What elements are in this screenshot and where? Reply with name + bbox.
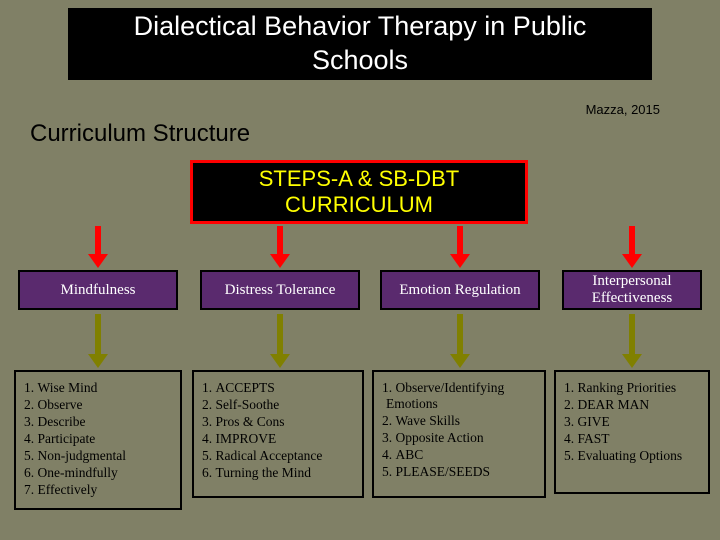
module-box-2: Emotion Regulation bbox=[380, 270, 540, 310]
item-list: ACCEPTSSelf-SoothePros & ConsIMPROVERadi… bbox=[200, 380, 356, 481]
list-box-0: Wise MindObserveDescribeParticipateNon-j… bbox=[14, 370, 182, 510]
item-list: Wise MindObserveDescribeParticipateNon-j… bbox=[22, 380, 174, 498]
list-box-3: Ranking PrioritiesDEAR MANGIVEFASTEvalua… bbox=[554, 370, 710, 494]
list-item: Turning the Mind bbox=[202, 465, 356, 481]
item-list: Observe/Identifying EmotionsWave SkillsO… bbox=[380, 380, 538, 480]
list-item: Observe/Identifying Emotions bbox=[382, 380, 538, 412]
module-label: Interpersonal Effectiveness bbox=[568, 273, 696, 307]
list-item: Participate bbox=[24, 431, 174, 447]
list-item: Wise Mind bbox=[24, 380, 174, 396]
list-item: IMPROVE bbox=[202, 431, 356, 447]
citation: Mazza, 2015 bbox=[586, 102, 660, 117]
module-box-1: Distress Tolerance bbox=[200, 270, 360, 310]
item-list: Ranking PrioritiesDEAR MANGIVEFASTEvalua… bbox=[562, 380, 702, 464]
curriculum-label: STEPS-A & SB-DBT CURRICULUM bbox=[193, 166, 525, 219]
list-item: Non-judgmental bbox=[24, 448, 174, 464]
list-item: Describe bbox=[24, 414, 174, 430]
list-item: One-mindfully bbox=[24, 465, 174, 481]
list-item: PLEASE/SEEDS bbox=[382, 464, 538, 480]
list-item: Evaluating Options bbox=[564, 448, 702, 464]
list-item: Opposite Action bbox=[382, 430, 538, 446]
list-item: Self-Soothe bbox=[202, 397, 356, 413]
list-item: Wave Skills bbox=[382, 413, 538, 429]
list-item: ABC bbox=[382, 447, 538, 463]
list-item: Pros & Cons bbox=[202, 414, 356, 430]
list-item: FAST bbox=[564, 431, 702, 447]
title-box: Dialectical Behavior Therapy in Public S… bbox=[68, 8, 652, 80]
module-box-3: Interpersonal Effectiveness bbox=[562, 270, 702, 310]
list-item: Radical Acceptance bbox=[202, 448, 356, 464]
list-item: DEAR MAN bbox=[564, 397, 702, 413]
title-text: Dialectical Behavior Therapy in Public S… bbox=[88, 10, 632, 78]
list-box-2: Observe/Identifying EmotionsWave SkillsO… bbox=[372, 370, 546, 498]
module-box-0: Mindfulness bbox=[18, 270, 178, 310]
list-item: ACCEPTS bbox=[202, 380, 356, 396]
module-label: Emotion Regulation bbox=[399, 282, 520, 299]
curriculum-box: STEPS-A & SB-DBT CURRICULUM bbox=[190, 160, 528, 224]
list-box-1: ACCEPTSSelf-SoothePros & ConsIMPROVERadi… bbox=[192, 370, 364, 498]
list-item: GIVE bbox=[564, 414, 702, 430]
module-label: Mindfulness bbox=[61, 282, 136, 299]
list-item: Effectively bbox=[24, 482, 174, 498]
list-item: Ranking Priorities bbox=[564, 380, 702, 396]
list-item: Observe bbox=[24, 397, 174, 413]
module-label: Distress Tolerance bbox=[225, 282, 336, 299]
subtitle: Curriculum Structure bbox=[30, 120, 250, 148]
